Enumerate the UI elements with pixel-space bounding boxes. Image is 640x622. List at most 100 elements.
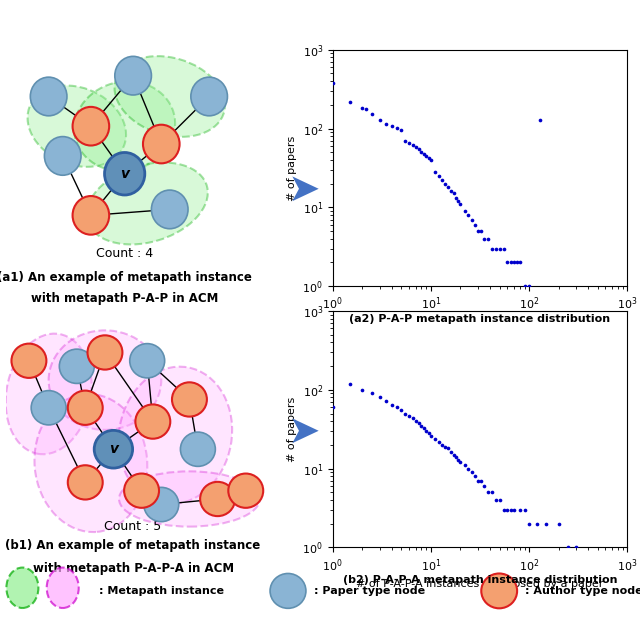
Circle shape [68, 391, 102, 425]
Point [463, 210, 474, 220]
Point [476, 226, 486, 236]
Circle shape [104, 152, 145, 195]
Ellipse shape [74, 81, 175, 171]
Circle shape [136, 404, 170, 439]
Text: v: v [120, 167, 129, 181]
Circle shape [72, 196, 109, 234]
Point [345, 96, 355, 106]
Point [374, 392, 385, 402]
Point [328, 78, 338, 88]
Point [404, 138, 414, 148]
Point [506, 505, 516, 515]
Point [362, 104, 372, 114]
Point [433, 171, 444, 181]
Point [495, 495, 505, 505]
Text: : Metapath instance: : Metapath instance [99, 586, 224, 596]
Point [440, 179, 451, 188]
Point [345, 379, 355, 389]
Ellipse shape [6, 333, 92, 454]
Circle shape [130, 343, 164, 378]
X-axis label: # of P-A-P instances composed by a paper: # of P-A-P instances composed by a paper [362, 318, 598, 328]
Circle shape [30, 77, 67, 116]
Ellipse shape [49, 330, 161, 430]
X-axis label: # of P-A-P-A instances composed by a paper: # of P-A-P-A instances composed by a pap… [356, 579, 604, 589]
Point [453, 196, 463, 206]
Text: with metapath P-A-P in ACM: with metapath P-A-P in ACM [31, 292, 218, 305]
Circle shape [152, 190, 188, 229]
Point [387, 399, 397, 409]
Point [419, 149, 429, 159]
Point [421, 151, 431, 161]
Circle shape [60, 349, 94, 383]
Point [387, 121, 397, 131]
Point [491, 244, 501, 254]
Circle shape [12, 343, 46, 378]
Text: with metapath P-A-P-A in ACM: with metapath P-A-P-A in ACM [33, 562, 234, 575]
Ellipse shape [119, 471, 260, 527]
Point [408, 140, 418, 150]
Circle shape [143, 124, 180, 164]
Point [509, 258, 519, 267]
Ellipse shape [35, 394, 147, 532]
Point [472, 476, 483, 486]
Point [357, 103, 367, 113]
Point [416, 420, 426, 430]
Point [408, 413, 418, 423]
Point [426, 155, 436, 165]
Ellipse shape [47, 567, 79, 608]
Point [401, 409, 411, 419]
Point [443, 182, 453, 192]
Point [451, 452, 461, 462]
Circle shape [88, 335, 122, 369]
Point [502, 258, 513, 267]
Circle shape [481, 573, 517, 608]
Point [411, 142, 421, 152]
Point [563, 542, 573, 552]
Point [396, 125, 406, 135]
Point [460, 206, 470, 216]
Point [367, 109, 377, 119]
Point [392, 123, 402, 133]
Point [455, 199, 465, 209]
Circle shape [172, 383, 207, 417]
Point [515, 505, 525, 515]
Point [446, 186, 456, 196]
Point [554, 519, 564, 529]
Point [440, 442, 451, 452]
Point [487, 487, 497, 497]
Point [449, 188, 459, 198]
Point [443, 443, 453, 453]
Circle shape [270, 573, 306, 608]
Point [419, 423, 429, 433]
Point [524, 519, 534, 529]
Point [381, 119, 391, 129]
Point [433, 437, 444, 447]
Point [499, 244, 509, 254]
Point [467, 215, 477, 225]
Point [472, 226, 483, 236]
Circle shape [72, 107, 109, 146]
Point [520, 505, 530, 515]
Point [460, 460, 470, 470]
Text: (b2) P-A-P-A metapath instance distribution: (b2) P-A-P-A metapath instance distribut… [343, 575, 617, 585]
Point [401, 136, 411, 146]
Point [381, 396, 391, 406]
Point [483, 234, 493, 244]
Point [541, 519, 552, 529]
Point [512, 258, 522, 267]
Point [487, 244, 497, 254]
Point [421, 426, 431, 436]
Circle shape [200, 482, 235, 516]
Point [430, 167, 440, 177]
Point [509, 505, 519, 515]
Point [479, 234, 490, 244]
Point [463, 463, 474, 473]
Point [392, 402, 402, 412]
Circle shape [180, 432, 215, 466]
Text: (b1) An example of metapath instance: (b1) An example of metapath instance [6, 539, 260, 552]
Circle shape [68, 465, 102, 499]
Circle shape [144, 488, 179, 522]
Text: ➤: ➤ [288, 170, 320, 209]
Point [491, 495, 501, 505]
Point [571, 542, 581, 552]
